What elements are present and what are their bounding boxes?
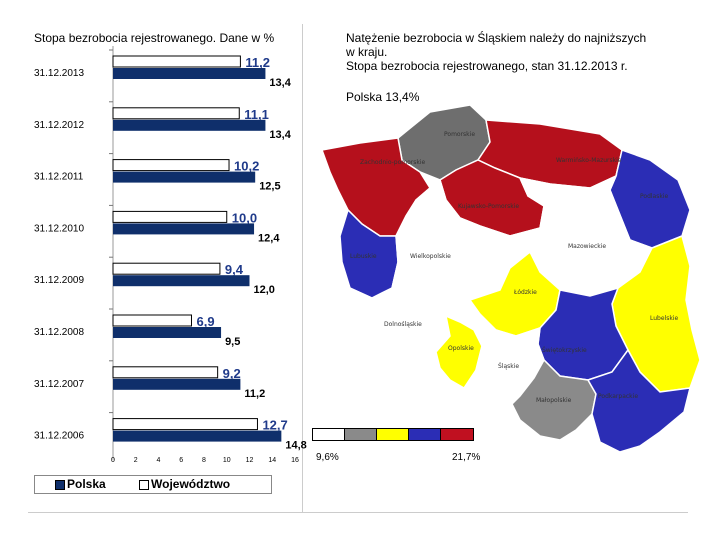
region-label: Zachodnio-pomorskie: [360, 159, 426, 166]
region-label: Podlaskie: [640, 193, 668, 200]
legend-label-wojewodztwo: Województwo: [151, 477, 231, 491]
category-label: 31.12.2009: [34, 275, 84, 286]
bar-wojewodztwo: [112, 314, 192, 327]
category-label: 31.12.2011: [34, 172, 84, 183]
map-title-line: Natężenie bezrobocia w Śląskiem należy d…: [346, 31, 647, 45]
region-label: Łódzkie: [513, 289, 537, 296]
bar-polska: [113, 430, 282, 442]
category-label: 31.12.2006: [34, 431, 84, 442]
data-label-polska: 11,2: [244, 388, 265, 400]
region-label: Podkarpackie: [598, 393, 638, 400]
legend-swatch-wojewodztwo: [139, 480, 149, 490]
bar-wojewodztwo: [112, 366, 219, 379]
data-label-polska: 14,8: [285, 440, 306, 452]
data-label-wojewodztwo: 10,2: [234, 159, 259, 174]
bar-wojewodztwo: [112, 55, 241, 68]
map-title: Natężenie bezrobocia w Śląskiem należy d…: [346, 31, 696, 73]
region-label: Śląskie: [498, 363, 519, 370]
bar-polska: [113, 327, 222, 338]
data-label-polska: 9,5: [225, 336, 240, 348]
category-label: 31.12.2013: [34, 68, 84, 79]
bar-polska: [113, 223, 255, 235]
legend-swatch-polska: [55, 480, 65, 490]
region-label: Wielkopolskie: [410, 253, 451, 260]
data-label-polska: 12,5: [259, 181, 280, 193]
data-label-wojewodztwo: 9,4: [225, 262, 244, 277]
data-label-wojewodztwo: 12,7: [262, 418, 287, 433]
bar-wojewodztwo: [112, 107, 240, 120]
data-label-wojewodztwo: 11,1: [244, 107, 269, 122]
x-tick-label: 14: [268, 457, 276, 464]
category-label: 31.12.2010: [34, 223, 84, 234]
data-label-wojewodztwo: 10,0: [232, 210, 257, 225]
x-tick-label: 8: [202, 457, 206, 464]
region-label: Lubuskie: [350, 253, 377, 260]
region-label: Opolskie: [448, 345, 474, 352]
x-tick-label: 4: [157, 457, 161, 464]
data-label-wojewodztwo: 6,9: [196, 314, 214, 329]
bar-polska: [113, 275, 250, 287]
scale-swatch: [312, 428, 346, 441]
data-label-wojewodztwo: 11,2: [245, 55, 270, 70]
region-malopolskie: [511, 358, 597, 441]
map-title-line: w kraju.: [346, 45, 388, 59]
scale-swatch: [408, 428, 442, 441]
bar-polska: [113, 378, 241, 390]
category-label: 31.12.2012: [34, 120, 84, 131]
panel-divider: [302, 24, 303, 512]
x-tick-label: 0: [111, 457, 115, 464]
scale-swatch: [376, 428, 410, 441]
data-label-polska: 13,4: [269, 129, 291, 141]
chart-title: Stopa bezrobocia rejestrowanego. Dane w …: [34, 31, 275, 45]
category-label: 31.12.2008: [34, 327, 84, 338]
scale-max-label: 21,7%: [452, 452, 481, 463]
bar-wojewodztwo: [112, 418, 258, 431]
region-label: Lubelskie: [650, 315, 678, 322]
legend-label-polska: Polska: [67, 477, 106, 491]
map-title-line: Stopa bezrobocia rejestrowanego, stan 31…: [346, 59, 628, 73]
x-tick-label: 12: [246, 457, 254, 464]
region-label: Pomorskie: [444, 131, 475, 138]
polska-rate-note: Polska 13,4%: [346, 90, 420, 104]
bar-polska: [113, 68, 266, 79]
scale-swatch: [344, 428, 378, 441]
data-label-polska: 13,4: [269, 77, 291, 89]
region-label: Kujawsko-Pomorskie: [458, 203, 519, 210]
region-label: Warmińsko-Mazurskie: [556, 157, 622, 164]
bar-wojewodztwo: [112, 210, 228, 223]
bar-polska: [113, 119, 266, 131]
x-tick-label: 16: [291, 457, 299, 464]
bar-polska: [113, 171, 256, 183]
data-label-polska: 12,4: [258, 232, 280, 244]
category-label: 31.12.2007: [34, 379, 84, 390]
bar-wojewodztwo: [112, 159, 230, 172]
chart-legend: Polska Województwo: [34, 475, 272, 494]
x-tick-label: 10: [223, 457, 231, 464]
data-label-wojewodztwo: 9,2: [223, 366, 241, 381]
data-label-polska: 12,0: [254, 284, 275, 296]
region-label: Świętokrzyskie: [542, 347, 587, 354]
region-label: Małopolskie: [536, 397, 572, 404]
scale-swatch: [440, 428, 474, 441]
x-tick-label: 2: [134, 457, 138, 464]
region-label: Dolnośląskie: [384, 321, 422, 328]
region-label: Mazowieckie: [568, 243, 606, 250]
x-tick-label: 6: [179, 457, 183, 464]
region-podkarpackie: [586, 348, 691, 453]
scale-min-label: 9,6%: [316, 452, 339, 463]
bar-wojewodztwo: [112, 262, 221, 275]
slide-bottom-border: [28, 512, 688, 513]
